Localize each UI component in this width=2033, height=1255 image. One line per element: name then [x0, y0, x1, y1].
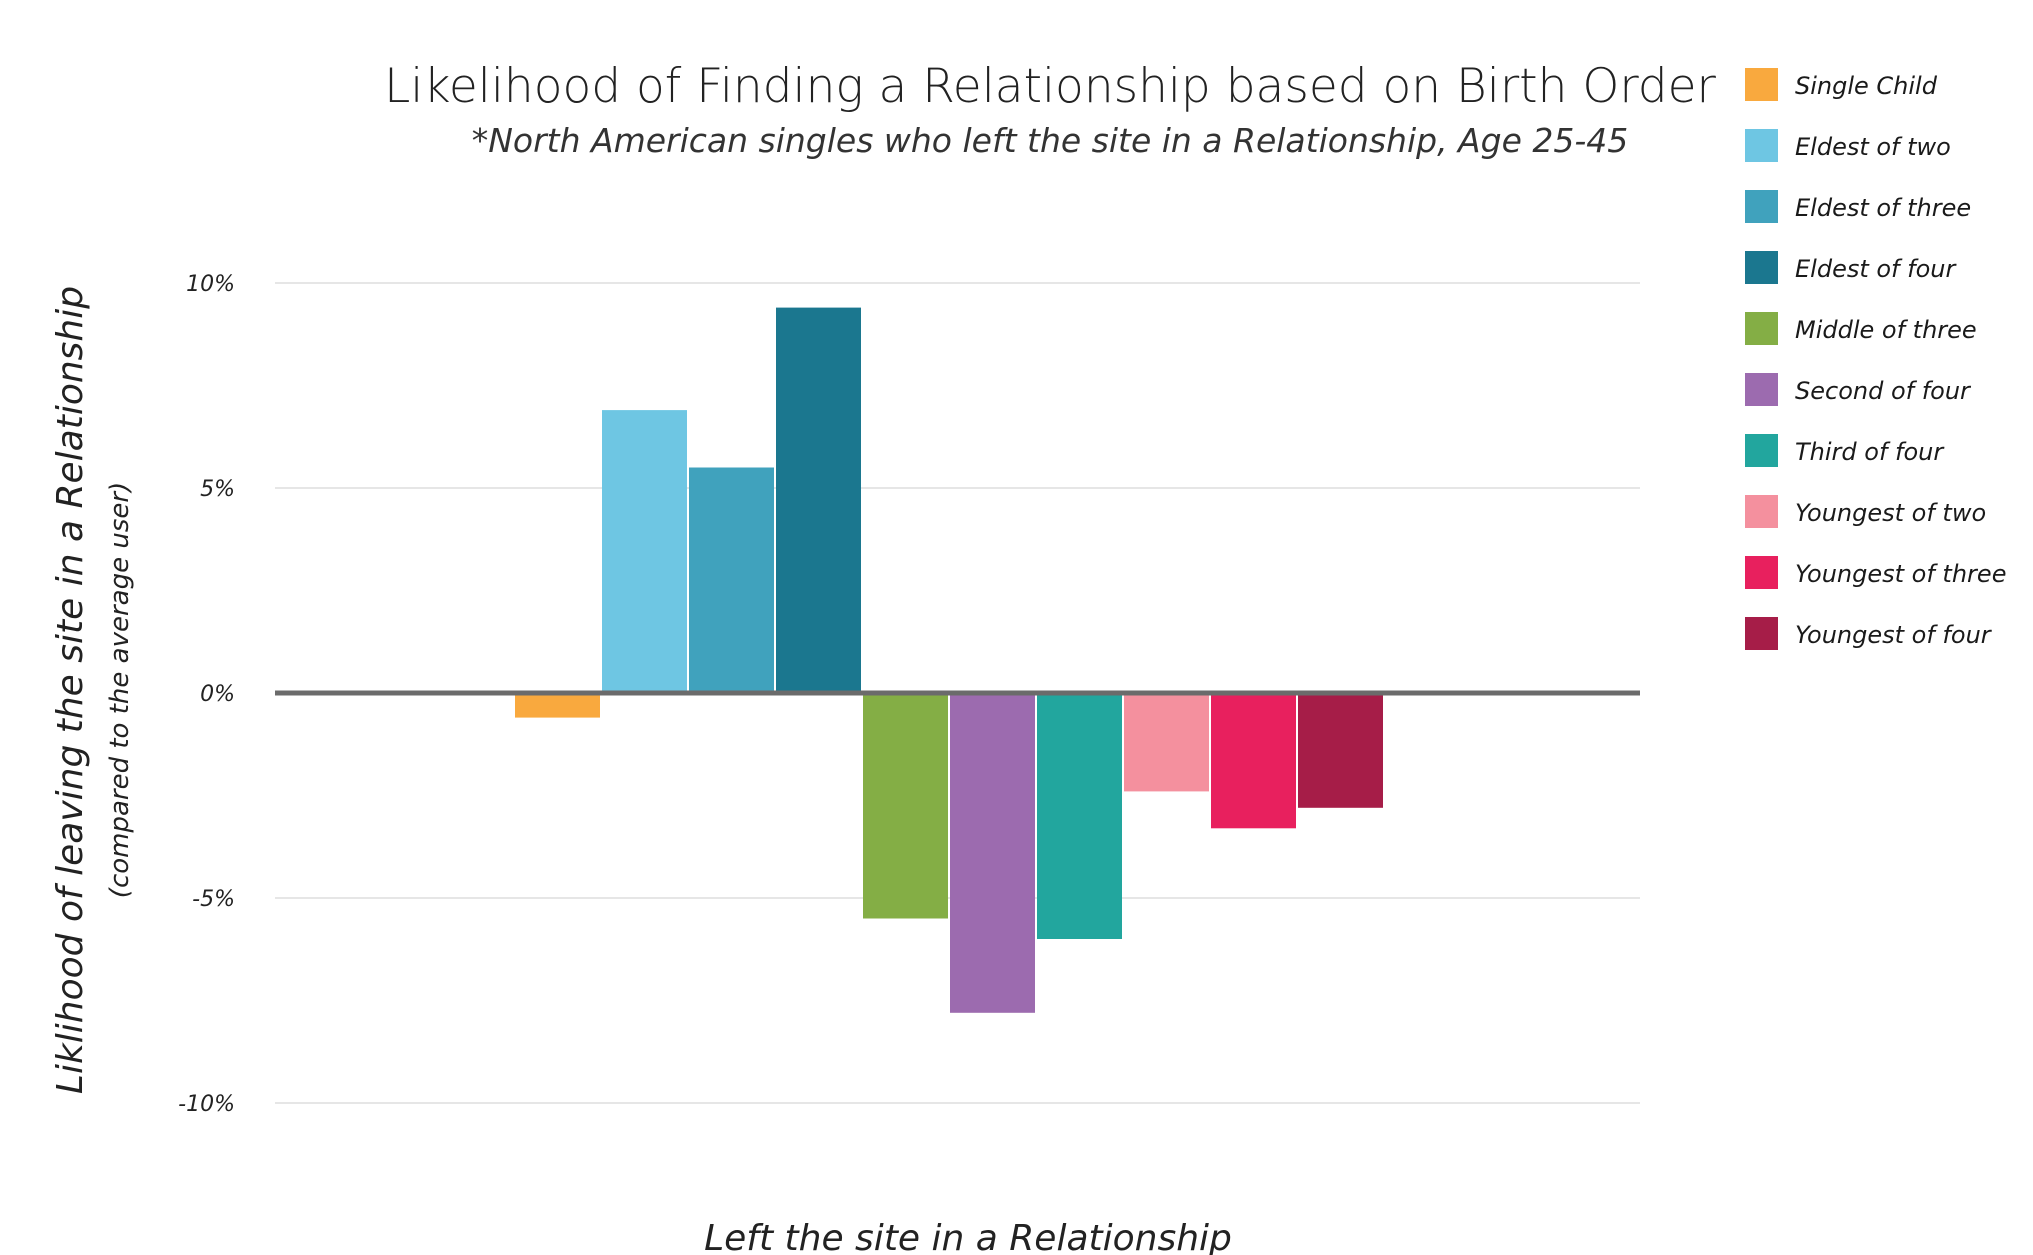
legend-swatch — [1745, 68, 1778, 101]
bar-youngest-of-four — [1298, 693, 1383, 808]
legend-swatch — [1745, 434, 1778, 467]
legend-label: Eldest of four — [1795, 255, 1957, 283]
y-tick-label: 10% — [186, 272, 235, 297]
bar-single-child — [515, 693, 600, 718]
legend-label: Third of four — [1795, 438, 1945, 466]
legend-swatch — [1745, 190, 1778, 223]
bar-youngest-of-three — [1211, 693, 1296, 829]
bar-youngest-of-two — [1124, 693, 1209, 792]
legend-label: Eldest of three — [1795, 194, 1971, 222]
chart-title: Likelihood of Finding a Relationship bas… — [384, 59, 1716, 114]
y-tick-label: -10% — [178, 1092, 235, 1117]
y-axis-subtitle-group: (compared to the average user) — [105, 482, 135, 898]
bar-eldest-of-two — [602, 410, 687, 693]
bar-third-of-four — [1037, 693, 1122, 939]
legend-swatch — [1745, 251, 1778, 284]
bar-eldest-of-four — [776, 307, 861, 693]
legend-swatch — [1745, 129, 1778, 162]
y-axis-title-group: Liklihood of leaving the site in a Relat… — [50, 286, 91, 1094]
y-axis-subtitle: (compared to the average user) — [105, 482, 135, 898]
y-tick-label: -5% — [192, 887, 235, 912]
legend-label: Youngest of four — [1795, 621, 1993, 649]
bar-middle-of-three — [863, 693, 948, 919]
legend: Single Child Eldest of two Eldest of three… — [1745, 68, 2006, 650]
legend-label: Middle of three — [1795, 316, 1977, 344]
legend-swatch — [1745, 556, 1778, 589]
y-axis-title: Liklihood of leaving the site in a Relat… — [50, 286, 91, 1094]
x-axis-title: Left the site in a Relationship — [704, 1218, 1232, 1255]
bar-eldest-of-three — [689, 467, 774, 693]
legend-label: Youngest of three — [1795, 560, 2006, 588]
legend-label: Single Child — [1795, 72, 1938, 100]
legend-swatch — [1745, 617, 1778, 650]
chart-subtitle: *North American singles who left the sit… — [472, 121, 1629, 160]
bar-second-of-four — [950, 693, 1035, 1013]
legend-label: Youngest of two — [1795, 499, 1986, 527]
y-axis-ticks: 10% 5% 0% -5% -10% — [178, 272, 235, 1117]
legend-label: Eldest of two — [1795, 133, 1951, 161]
legend-swatch — [1745, 312, 1778, 345]
legend-swatch — [1745, 373, 1778, 406]
y-tick-label: 0% — [200, 682, 235, 707]
y-tick-label: 5% — [200, 477, 235, 502]
legend-label: Second of four — [1795, 377, 1972, 405]
bars — [515, 307, 1383, 1013]
legend-swatch — [1745, 495, 1778, 528]
